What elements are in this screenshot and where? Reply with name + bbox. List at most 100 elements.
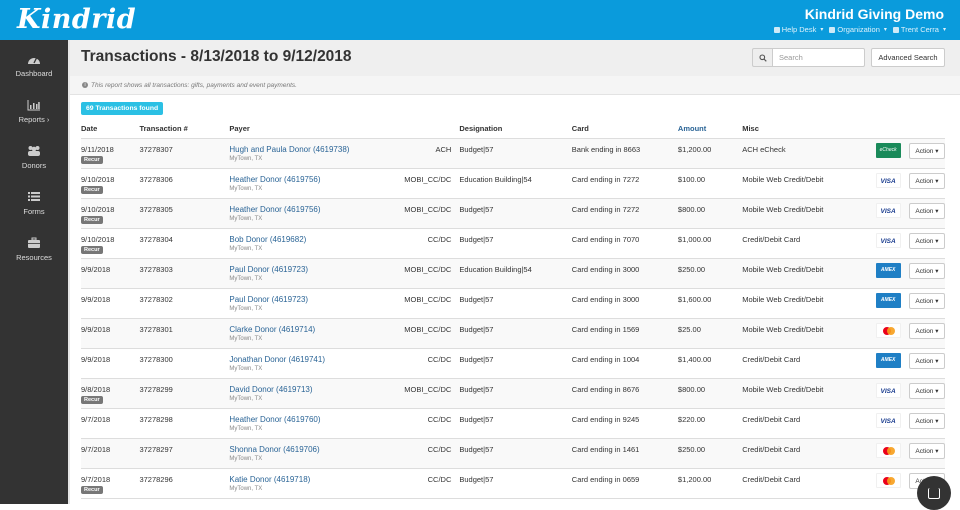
- payer-link[interactable]: Paul Donor (4619723): [229, 294, 309, 304]
- col-misc[interactable]: Misc: [742, 120, 868, 139]
- designation: Budget|57: [459, 138, 572, 169]
- table-row[interactable]: 9/7/2018 37278297 Shonna Donor (4619706)…: [81, 438, 945, 469]
- action-dropdown-button[interactable]: Action ▾: [908, 442, 945, 459]
- top-nav: Help Desk ▾ Organization ▾ Trent Cerra ▾: [773, 25, 946, 34]
- recur-badge: Recur: [81, 245, 103, 254]
- action-dropdown-button[interactable]: Action ▾: [908, 172, 945, 189]
- payer-link[interactable]: Hugh and Paula Donor (4619738): [229, 144, 350, 154]
- payment-method: MOBI_CC/DC: [404, 258, 460, 289]
- payment-method: MOBI_CC/DC: [404, 378, 460, 409]
- card: Card ending in 7272: [571, 198, 678, 229]
- organization-menu[interactable]: Organization ▾: [829, 25, 887, 34]
- table-row[interactable]: 9/10/2018 Recur 37278304 Bob Donor (46196…: [81, 228, 945, 259]
- users-icon: [28, 145, 40, 156]
- col-payer[interactable]: Payer: [229, 120, 405, 139]
- user-menu[interactable]: Trent Cerra ▾: [892, 25, 946, 34]
- help-desk-menu[interactable]: Help Desk ▾: [773, 25, 823, 34]
- date: 9/8/2018: [81, 384, 111, 394]
- table-row[interactable]: 9/10/2018 Recur 37278305 Heather Donor (4…: [81, 198, 945, 229]
- action-dropdown-button[interactable]: Action ▾: [908, 232, 945, 249]
- action-dropdown-button[interactable]: Action ▾: [908, 412, 945, 429]
- search-icon: [758, 53, 767, 62]
- table-row[interactable]: 9/8/2018 Recur 37278299 David Donor (4619…: [81, 378, 945, 409]
- misc: Mobile Web Credit/Debit: [742, 318, 868, 349]
- action-dropdown-button[interactable]: Action ▾: [908, 322, 945, 339]
- col-card[interactable]: Card: [571, 120, 678, 139]
- card: Card ending in 0659: [571, 468, 678, 499]
- payer-link[interactable]: Jonathan Donor (4619741): [229, 354, 325, 364]
- table-row[interactable]: 9/9/2018 37278301 Clarke Donor (4619714)…: [81, 318, 945, 349]
- info-icon: i: [82, 82, 88, 88]
- page-title: Transactions - 8/13/2018 to 9/12/2018: [81, 48, 352, 65]
- payer-location: MyTown, TX: [229, 425, 263, 432]
- amount: $800.00: [677, 378, 743, 409]
- card: Card ending in 9245: [571, 408, 678, 439]
- designation: Budget|57: [459, 438, 572, 469]
- advanced-search-button[interactable]: Advanced Search: [871, 48, 945, 67]
- payer-link[interactable]: Heather Donor (4619760): [229, 414, 321, 424]
- action-dropdown-button[interactable]: Action ▾: [908, 382, 945, 399]
- designation: Budget|57: [459, 378, 572, 409]
- payer-link[interactable]: Bob Donor (4619682): [229, 234, 307, 244]
- designation: Budget|57: [459, 318, 572, 349]
- col-date[interactable]: Date: [81, 120, 140, 139]
- payment-method: ACH: [404, 138, 460, 169]
- action-dropdown-button[interactable]: Action ▾: [908, 142, 945, 159]
- col-designation[interactable]: Designation: [459, 120, 572, 139]
- table-row[interactable]: 9/9/2018 37278300 Jonathan Donor (461974…: [81, 348, 945, 379]
- payer-link[interactable]: David Donor (4619713): [229, 384, 313, 394]
- payer-location: MyTown, TX: [229, 275, 263, 282]
- sidebar-item-reports[interactable]: Reports ›: [0, 88, 68, 134]
- payer-link[interactable]: Shonna Donor (4619706): [229, 444, 320, 454]
- payer-link[interactable]: Heather Donor (4619756): [229, 204, 321, 214]
- transactions-count-badge: 69 Transactions found: [81, 102, 164, 115]
- sidebar-item-dashboard[interactable]: Dashboard: [0, 42, 68, 88]
- date: 9/7/2018: [81, 414, 111, 424]
- table-row[interactable]: 9/9/2018 37278302 Paul Donor (4619723) My…: [81, 288, 945, 319]
- payer-link[interactable]: Clarke Donor (4619714): [229, 324, 316, 334]
- transaction-number: 37278298: [139, 408, 230, 439]
- card: Card ending in 1004: [571, 348, 678, 379]
- col-amount[interactable]: Amount: [677, 120, 743, 139]
- misc: Credit/Debit Card: [742, 438, 868, 469]
- payer-link[interactable]: Heather Donor (4619756): [229, 174, 321, 184]
- kindrid-logo[interactable]: Kindrid: [17, 4, 137, 35]
- caret-down-icon: ▾: [942, 27, 946, 33]
- table-row[interactable]: 9/7/2018 Recur 37278296 Katie Donor (4619…: [81, 468, 945, 499]
- sidebar-item-resources[interactable]: Resources: [0, 226, 68, 272]
- search-button[interactable]: [752, 48, 772, 67]
- sidebar-item-donors[interactable]: Donors: [0, 134, 68, 180]
- user-icon: [892, 26, 899, 33]
- amount: $1,200.00: [677, 138, 743, 169]
- chat-launcher-button[interactable]: [917, 476, 951, 510]
- payer-link[interactable]: Katie Donor (4619718): [229, 474, 311, 484]
- transaction-number: 37278306: [139, 168, 230, 199]
- action-dropdown-button[interactable]: Action ▾: [908, 292, 945, 309]
- misc: Credit/Debit Card: [742, 468, 868, 499]
- action-dropdown-button[interactable]: Action ▾: [908, 262, 945, 279]
- action-dropdown-button[interactable]: Action ▾: [908, 352, 945, 369]
- search-group: [752, 48, 865, 67]
- misc: Mobile Web Credit/Debit: [742, 288, 868, 319]
- table-row[interactable]: 9/11/2018 Recur 37278307 Hugh and Paula D…: [81, 138, 945, 169]
- table-row[interactable]: 9/10/2018 Recur 37278306 Heather Donor (4…: [81, 168, 945, 199]
- table-row[interactable]: 9/7/2018 37278298 Heather Donor (4619760…: [81, 408, 945, 439]
- payer-link[interactable]: Paul Donor (4619723): [229, 264, 309, 274]
- payment-method: MOBI_CC/DC: [404, 198, 460, 229]
- transaction-number: 37278307: [139, 138, 230, 169]
- action-dropdown-button[interactable]: Action ▾: [908, 202, 945, 219]
- payer-location: MyTown, TX: [229, 365, 263, 372]
- designation: Budget|57: [459, 408, 572, 439]
- transaction-number: 37278296: [139, 468, 230, 499]
- date: 9/10/2018: [81, 174, 115, 184]
- sidebar-item-forms[interactable]: Forms: [0, 180, 68, 226]
- payer-location: MyTown, TX: [229, 155, 263, 162]
- col-transaction[interactable]: Transaction #: [139, 120, 230, 139]
- search-input[interactable]: [772, 48, 865, 67]
- recur-badge: Recur: [81, 395, 103, 404]
- table-row[interactable]: 9/9/2018 37278303 Paul Donor (4619723) My…: [81, 258, 945, 289]
- top-bar: Kindrid Kindrid Giving Demo Help Desk ▾ O…: [0, 0, 960, 40]
- list-icon: [28, 191, 40, 201]
- date: 9/10/2018: [81, 204, 115, 214]
- designation: Education Building|54: [459, 258, 572, 289]
